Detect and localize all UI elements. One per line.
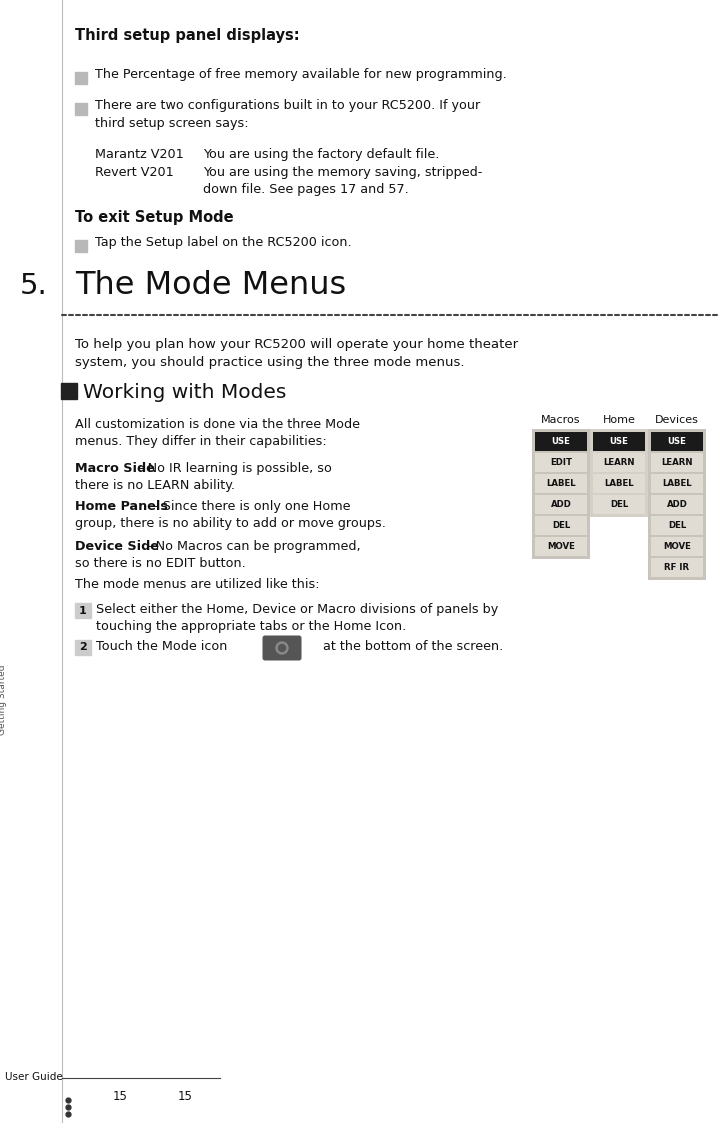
Text: Macros: Macros — [541, 416, 581, 424]
Bar — [75, 640, 91, 655]
Text: You are using the factory default file.: You are using the factory default file. — [203, 148, 439, 161]
Text: USE: USE — [610, 437, 629, 446]
Bar — [651, 515, 703, 535]
Text: The mode menus are utilized like this:: The mode menus are utilized like this: — [75, 578, 320, 591]
Bar — [75, 603, 91, 618]
Bar — [651, 495, 703, 514]
Text: third setup screen says:: third setup screen says: — [95, 117, 248, 130]
Text: Home: Home — [603, 416, 636, 424]
Text: EDIT: EDIT — [550, 458, 572, 467]
Bar — [535, 432, 587, 451]
Bar — [535, 495, 587, 514]
Text: Devices: Devices — [655, 416, 699, 424]
Text: Getting Started: Getting Started — [0, 665, 7, 736]
Bar — [651, 537, 703, 556]
Bar — [593, 453, 645, 472]
Bar — [651, 474, 703, 493]
Text: ADD: ADD — [667, 500, 688, 509]
Bar — [535, 515, 587, 535]
Text: LEARN: LEARN — [603, 458, 635, 467]
Text: 5.: 5. — [20, 272, 48, 300]
Text: LABEL: LABEL — [662, 480, 692, 489]
Bar — [593, 495, 645, 514]
Text: group, there is no ability to add or move groups.: group, there is no ability to add or mov… — [75, 517, 386, 530]
Text: so there is no EDIT button.: so there is no EDIT button. — [75, 557, 246, 570]
Text: To help you plan how your RC5200 will operate your home theater: To help you plan how your RC5200 will op… — [75, 338, 518, 351]
Text: ADD: ADD — [551, 500, 572, 509]
Text: Home Panels: Home Panels — [75, 500, 168, 513]
Text: You are using the memory saving, stripped-: You are using the memory saving, strippe… — [203, 166, 482, 179]
Text: Device Side: Device Side — [75, 540, 159, 553]
Bar — [593, 474, 645, 493]
Text: system, you should practice using the three mode menus.: system, you should practice using the th… — [75, 356, 464, 369]
Text: There are two configurations built in to your RC5200. If your: There are two configurations built in to… — [95, 99, 480, 112]
Text: at the bottom of the screen.: at the bottom of the screen. — [323, 640, 503, 652]
Text: Select either the Home, Device or Macro divisions of panels by: Select either the Home, Device or Macro … — [96, 603, 498, 617]
Bar — [61, 383, 77, 399]
Circle shape — [279, 645, 286, 651]
Text: MOVE: MOVE — [663, 542, 691, 551]
Bar — [535, 453, 587, 472]
Text: DEL: DEL — [610, 500, 628, 509]
Text: 1: 1 — [79, 605, 87, 615]
Bar — [651, 432, 703, 451]
Bar — [75, 103, 87, 115]
Text: 15: 15 — [178, 1090, 192, 1103]
Text: touching the appropriate tabs or the Home Icon.: touching the appropriate tabs or the Hom… — [96, 620, 406, 633]
Bar — [648, 429, 706, 579]
Text: Revert V201: Revert V201 — [95, 166, 174, 179]
Text: All customization is done via the three Mode: All customization is done via the three … — [75, 418, 360, 431]
Text: - No Macros can be programmed,: - No Macros can be programmed, — [143, 540, 361, 553]
Bar — [651, 558, 703, 577]
Text: RF IR: RF IR — [665, 563, 690, 572]
Bar — [535, 537, 587, 556]
Text: User Guide: User Guide — [5, 1072, 63, 1081]
Text: - Since there is only one Home: - Since there is only one Home — [150, 500, 351, 513]
Text: down file. See pages 17 and 57.: down file. See pages 17 and 57. — [203, 183, 409, 197]
Bar — [593, 432, 645, 451]
Bar — [590, 429, 648, 517]
Text: LABEL: LABEL — [604, 480, 634, 489]
Text: USE: USE — [667, 437, 686, 446]
Text: - No IR learning is possible, so: - No IR learning is possible, so — [135, 462, 332, 475]
Text: there is no LEARN ability.: there is no LEARN ability. — [75, 480, 235, 492]
Text: DEL: DEL — [552, 521, 570, 530]
Text: The Percentage of free memory available for new programming.: The Percentage of free memory available … — [95, 69, 507, 81]
Text: Third setup panel displays:: Third setup panel displays: — [75, 28, 300, 43]
Bar — [75, 240, 87, 252]
Text: Touch the Mode icon: Touch the Mode icon — [96, 640, 228, 652]
Bar — [535, 474, 587, 493]
Text: 2: 2 — [79, 642, 87, 652]
Bar — [651, 453, 703, 472]
Text: Macro Side: Macro Side — [75, 462, 155, 475]
Text: To exit Setup Mode: To exit Setup Mode — [75, 210, 233, 225]
Text: Marantz V201: Marantz V201 — [95, 148, 184, 161]
Circle shape — [276, 642, 288, 654]
Text: Working with Modes: Working with Modes — [83, 383, 287, 402]
Bar — [75, 72, 87, 84]
Text: LEARN: LEARN — [661, 458, 693, 467]
Text: The Mode Menus: The Mode Menus — [75, 270, 346, 301]
Text: 15: 15 — [112, 1090, 127, 1103]
Text: Tap the Setup label on the RC5200 icon.: Tap the Setup label on the RC5200 icon. — [95, 236, 351, 249]
FancyBboxPatch shape — [263, 636, 302, 660]
Bar — [532, 429, 590, 559]
Text: USE: USE — [552, 437, 570, 446]
Text: LABEL: LABEL — [546, 480, 576, 489]
Text: MOVE: MOVE — [547, 542, 575, 551]
Text: DEL: DEL — [668, 521, 686, 530]
Text: menus. They differ in their capabilities:: menus. They differ in their capabilities… — [75, 435, 327, 448]
